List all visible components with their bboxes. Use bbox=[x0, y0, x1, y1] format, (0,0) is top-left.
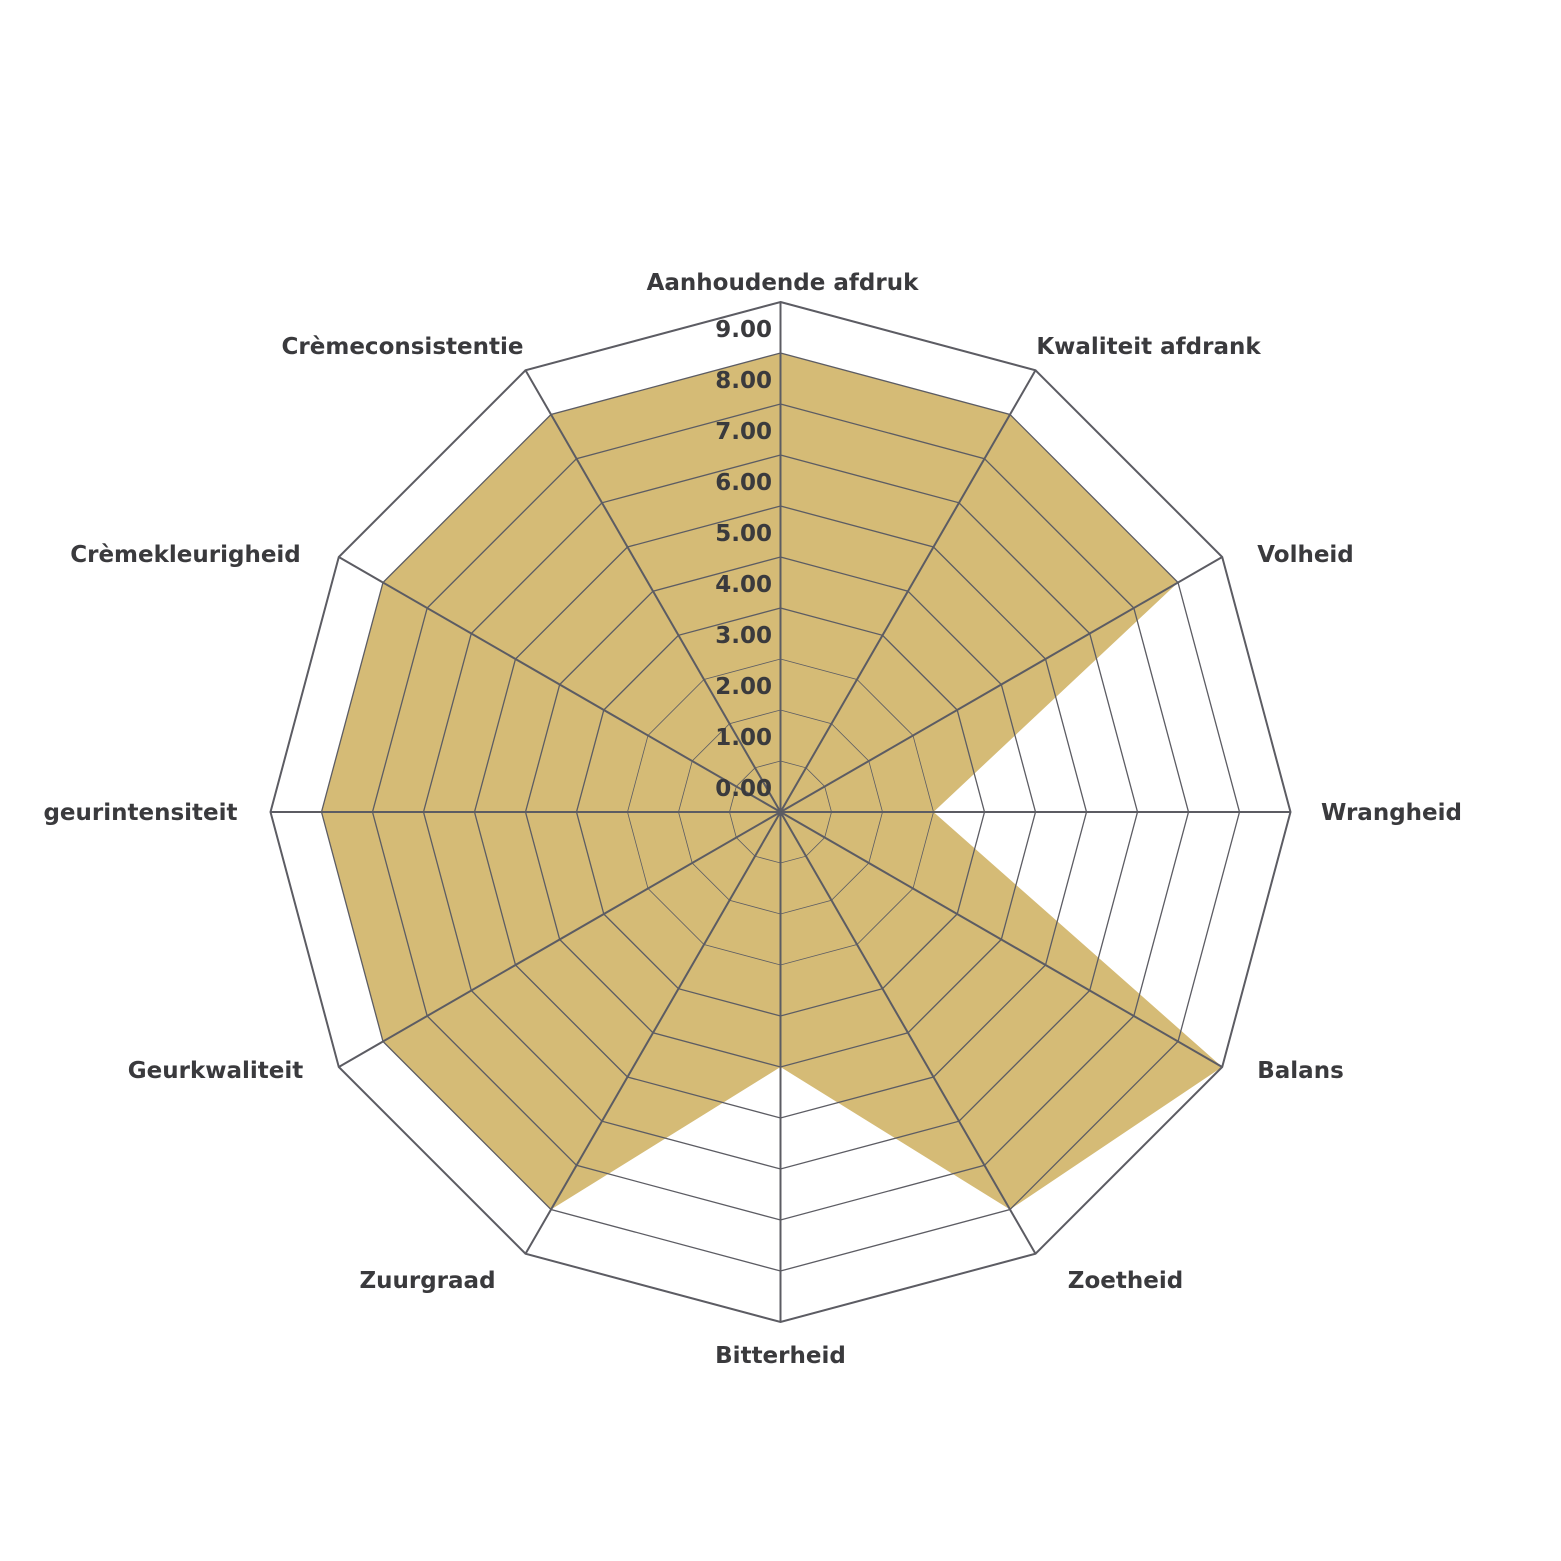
tick-label: 4.00 bbox=[715, 572, 772, 598]
axis-label-layer: Aanhoudende afdruk Kwaliteit afdrank Volhe… bbox=[43, 270, 1462, 1369]
axis-spoke bbox=[338, 811, 781, 1068]
axis-spoke bbox=[780, 556, 1223, 813]
axis-label: Kwaliteit afdrank bbox=[1036, 334, 1261, 360]
tick-label: 8.00 bbox=[715, 368, 772, 394]
tick-label: 2.00 bbox=[715, 674, 772, 700]
tick-label: 6.00 bbox=[715, 470, 772, 496]
axis-label: Zuurgraad bbox=[359, 1268, 495, 1294]
axis-label: Aanhoudende afdruk bbox=[647, 270, 919, 296]
tick-label: 9.00 bbox=[715, 317, 772, 343]
axis-spoke bbox=[338, 556, 781, 813]
axis-label: Volheid bbox=[1257, 542, 1354, 568]
axis-label: geurintensiteit bbox=[43, 800, 237, 826]
axis-label: Crèmekleurigheid bbox=[70, 542, 301, 568]
axis-spoke bbox=[780, 811, 1223, 1068]
axis-label: Crèmeconsistentie bbox=[282, 334, 524, 360]
tick-label: 5.00 bbox=[715, 521, 772, 547]
tick-label: 3.00 bbox=[715, 623, 772, 649]
tick-label: 1.00 bbox=[715, 725, 772, 751]
axis-spoke bbox=[779, 369, 1037, 813]
axis-label: Geurkwaliteit bbox=[128, 1058, 304, 1084]
axis-label: Balans bbox=[1257, 1058, 1344, 1084]
axis-spoke bbox=[524, 811, 782, 1255]
tick-label: 7.00 bbox=[715, 419, 772, 445]
axis-label: Bitterheid bbox=[715, 1343, 846, 1369]
tick-label: 0.00 bbox=[715, 776, 772, 802]
tick-label-layer: 0.00 1.00 2.00 3.00 4.00 5.00 6.00 7.00 8.00 9.00 bbox=[715, 317, 772, 802]
axis-spoke bbox=[524, 369, 782, 813]
grid-layer bbox=[269, 300, 1292, 1324]
axis-spoke bbox=[779, 811, 1037, 1255]
axis-label: Wrangheid bbox=[1321, 800, 1462, 826]
axis-label: Zoetheid bbox=[1068, 1268, 1183, 1294]
